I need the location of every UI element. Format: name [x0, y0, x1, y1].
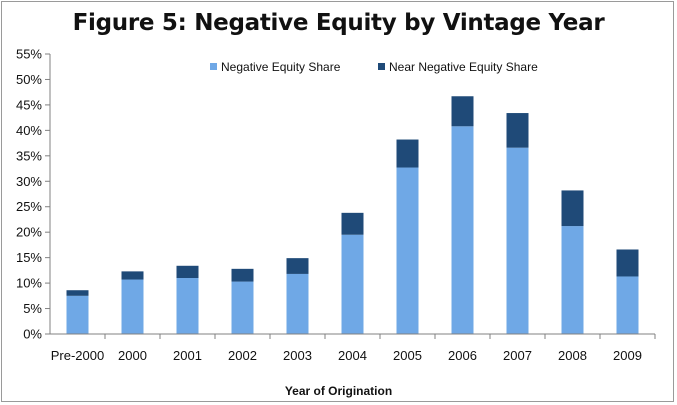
- x-tick-label: 2000: [118, 348, 147, 363]
- y-tick-label: 10%: [16, 276, 42, 291]
- y-tick-label: 45%: [16, 97, 42, 112]
- x-tick-label: 2003: [283, 348, 312, 363]
- x-tick-label: 2004: [338, 348, 367, 363]
- legend-label: Negative Equity Share: [221, 60, 341, 74]
- bar-negative-equity: [66, 295, 89, 334]
- bar-negative-equity: [176, 278, 199, 334]
- y-tick-label: 15%: [16, 250, 42, 265]
- bar-near-negative-equity: [506, 113, 529, 148]
- bar-negative-equity: [506, 147, 529, 334]
- y-tick-label: 20%: [16, 225, 42, 240]
- y-tick-label: 5%: [23, 301, 42, 316]
- x-tick-label: 2002: [228, 348, 257, 363]
- bar-near-negative-equity: [561, 190, 584, 227]
- bar-near-negative-equity: [616, 249, 639, 277]
- y-tick-label: 0%: [23, 327, 42, 342]
- y-tick-label: 50%: [16, 72, 42, 87]
- bar-near-negative-equity: [396, 139, 419, 168]
- bar-near-negative-equity: [286, 258, 309, 274]
- x-tick-label: Pre-2000: [51, 348, 104, 363]
- bar-near-negative-equity: [451, 96, 474, 127]
- bar-near-negative-equity: [231, 268, 254, 282]
- y-axis: 0% 5% 10% 15% 20% 25% 30% 35% 40% 45% 50% 55%: [16, 47, 51, 342]
- x-tick-label: 2009: [613, 348, 642, 363]
- x-axis-label: Year of Origination: [284, 384, 393, 398]
- y-tick-label: 25%: [16, 199, 42, 214]
- chart-title: Figure 5: Negative Equity by Vintage Yea…: [72, 10, 605, 36]
- y-tick-label: 40%: [16, 123, 42, 138]
- bar-negative-equity: [341, 234, 364, 334]
- legend: Negative Equity Share Near Negative Equit…: [210, 60, 538, 74]
- y-tick-label: 30%: [16, 174, 42, 189]
- x-tick-label: 2005: [393, 348, 422, 363]
- x-tick-label: 2008: [558, 348, 587, 363]
- bars: [66, 96, 639, 334]
- x-tick-label: 2006: [448, 348, 477, 363]
- legend-swatch: [210, 63, 217, 70]
- bar-negative-equity: [121, 279, 144, 334]
- bar-negative-equity: [561, 226, 584, 334]
- bar-near-negative-equity: [341, 212, 364, 235]
- x-tick-label: 2001: [173, 348, 202, 363]
- bar-negative-equity: [231, 281, 254, 334]
- bar-negative-equity: [616, 276, 639, 334]
- x-tick-label: 2007: [503, 348, 532, 363]
- bar-near-negative-equity: [66, 290, 89, 296]
- bar-negative-equity: [396, 167, 419, 334]
- x-axis: Pre-2000 2000 2001 2002 2003 2004 2005 2006 2007…: [50, 333, 656, 363]
- bar-near-negative-equity: [121, 271, 144, 280]
- y-tick-label: 35%: [16, 148, 42, 163]
- y-tick-label: 55%: [16, 47, 42, 62]
- bar-negative-equity: [286, 273, 309, 334]
- legend-label: Near Negative Equity Share: [389, 60, 538, 74]
- legend-swatch: [378, 63, 385, 70]
- bar-near-negative-equity: [176, 265, 199, 278]
- bar-negative-equity: [451, 126, 474, 334]
